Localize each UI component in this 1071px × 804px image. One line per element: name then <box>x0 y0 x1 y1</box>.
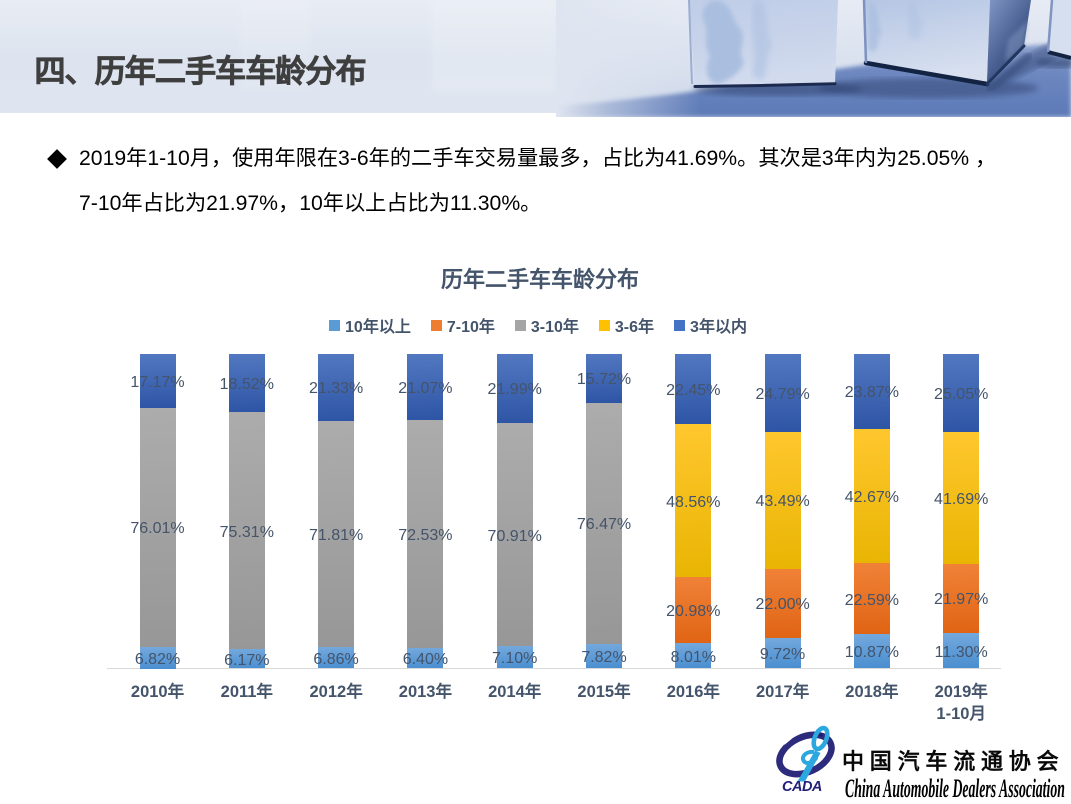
svg-text:CADA: CADA <box>782 779 822 795</box>
